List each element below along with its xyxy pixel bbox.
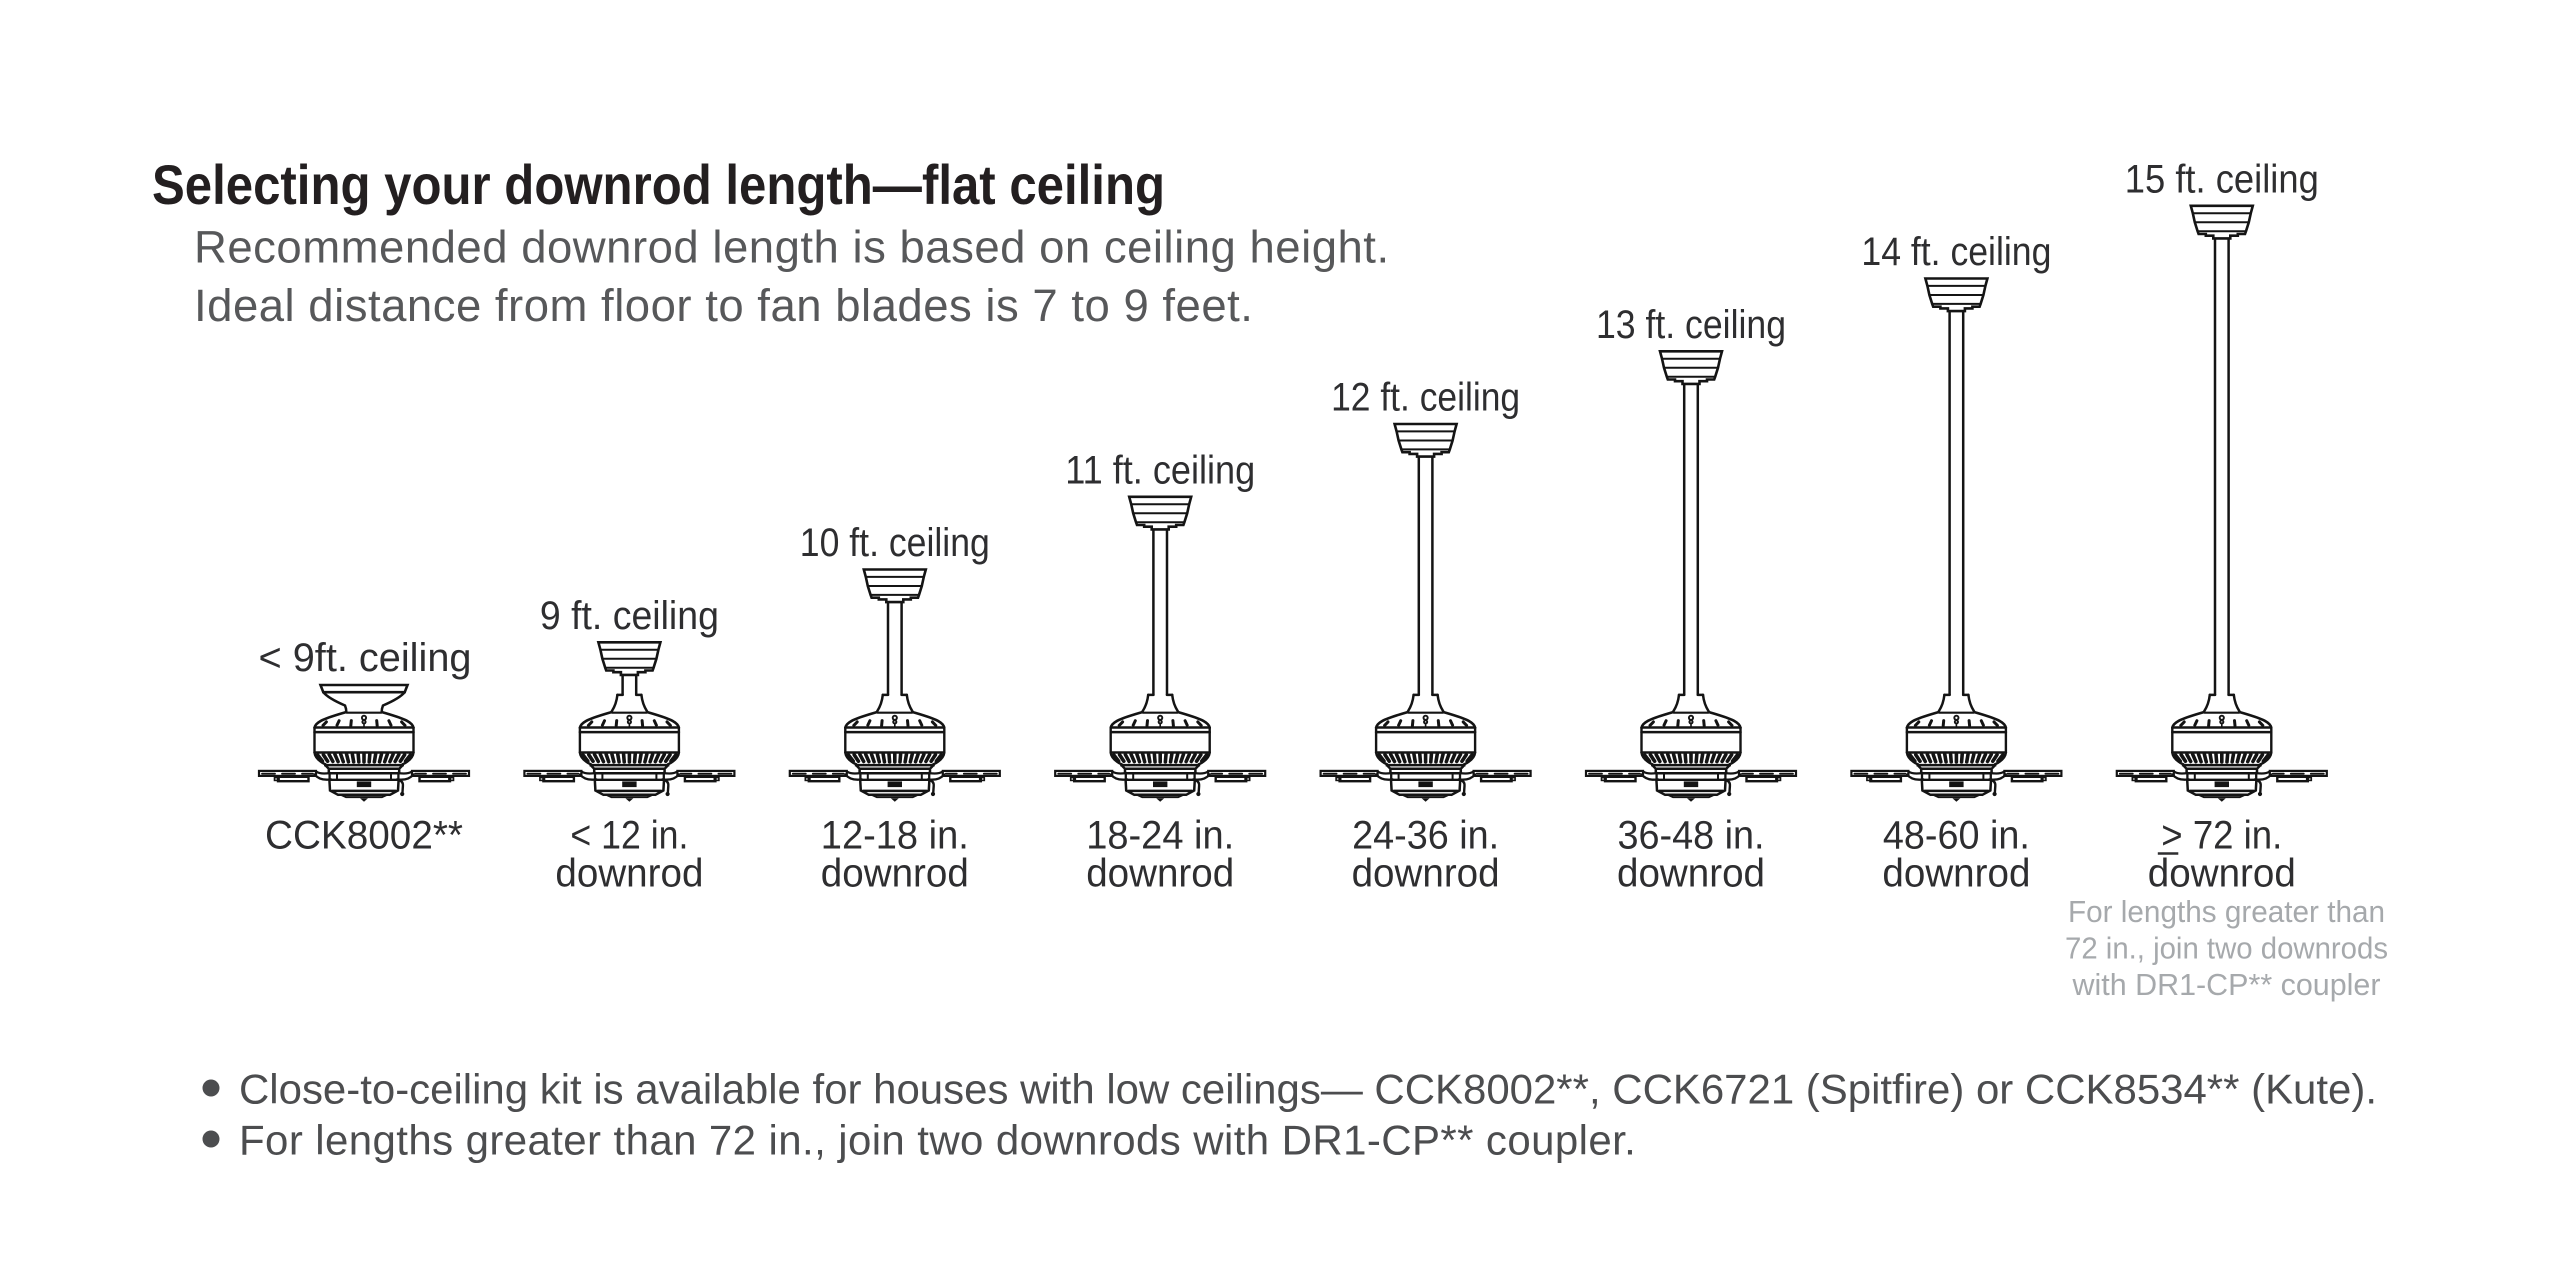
svg-text:15 ft. ceiling: 15 ft. ceiling xyxy=(2125,157,2319,201)
svg-text:For lengths greater than 72 in: For lengths greater than 72 in., join tw… xyxy=(239,1117,1636,1164)
svg-text:< 12 in.: < 12 in. xyxy=(570,814,688,858)
svg-text:with DR1-CP** coupler: with DR1-CP** coupler xyxy=(2072,967,2381,1002)
svg-text:12 ft. ceiling: 12 ft. ceiling xyxy=(1331,376,1520,420)
svg-text:> 72 in.: > 72 in. xyxy=(2161,814,2282,858)
svg-text:downrod: downrod xyxy=(1882,852,2030,896)
svg-text:24-36 in.: 24-36 in. xyxy=(1352,814,1499,858)
svg-text:10 ft. ceiling: 10 ft. ceiling xyxy=(800,521,990,565)
svg-text:Close-to-ceiling kit is availa: Close-to-ceiling kit is available for ho… xyxy=(239,1066,2377,1113)
svg-text:Ideal distance from floor to f: Ideal distance from floor to fan blades … xyxy=(194,280,1253,331)
svg-text:12-18 in.: 12-18 in. xyxy=(821,814,969,858)
svg-text:downrod: downrod xyxy=(1086,852,1234,896)
svg-text:downrod: downrod xyxy=(821,852,969,896)
svg-text:13 ft. ceiling: 13 ft. ceiling xyxy=(1596,303,1786,347)
svg-text:downrod: downrod xyxy=(555,852,703,896)
svg-text:Recommended downrod length is: Recommended downrod length is based on c… xyxy=(194,222,1390,273)
svg-text:downrod: downrod xyxy=(2148,852,2296,896)
svg-text:18-24 in.: 18-24 in. xyxy=(1086,814,1234,858)
svg-text:36-48 in.: 36-48 in. xyxy=(1618,814,1765,858)
svg-text:For lengths greater than: For lengths greater than xyxy=(2068,894,2385,929)
svg-text:14 ft. ceiling: 14 ft. ceiling xyxy=(1861,230,2051,274)
svg-text:9 ft. ceiling: 9 ft. ceiling xyxy=(540,594,719,638)
svg-text:CCK8002**: CCK8002** xyxy=(265,814,463,858)
svg-text:Selecting your downrod length—: Selecting your downrod length—flat ceili… xyxy=(152,153,1165,216)
svg-text:downrod: downrod xyxy=(1352,852,1500,896)
svg-text:48-60 in.: 48-60 in. xyxy=(1883,814,2030,858)
svg-text:< 9ft. ceiling: < 9ft. ceiling xyxy=(259,636,472,680)
svg-text:72 in., join two downrods: 72 in., join two downrods xyxy=(2065,931,2388,966)
svg-text:11 ft. ceiling: 11 ft. ceiling xyxy=(1065,448,1255,492)
svg-text:downrod: downrod xyxy=(1617,852,1765,896)
